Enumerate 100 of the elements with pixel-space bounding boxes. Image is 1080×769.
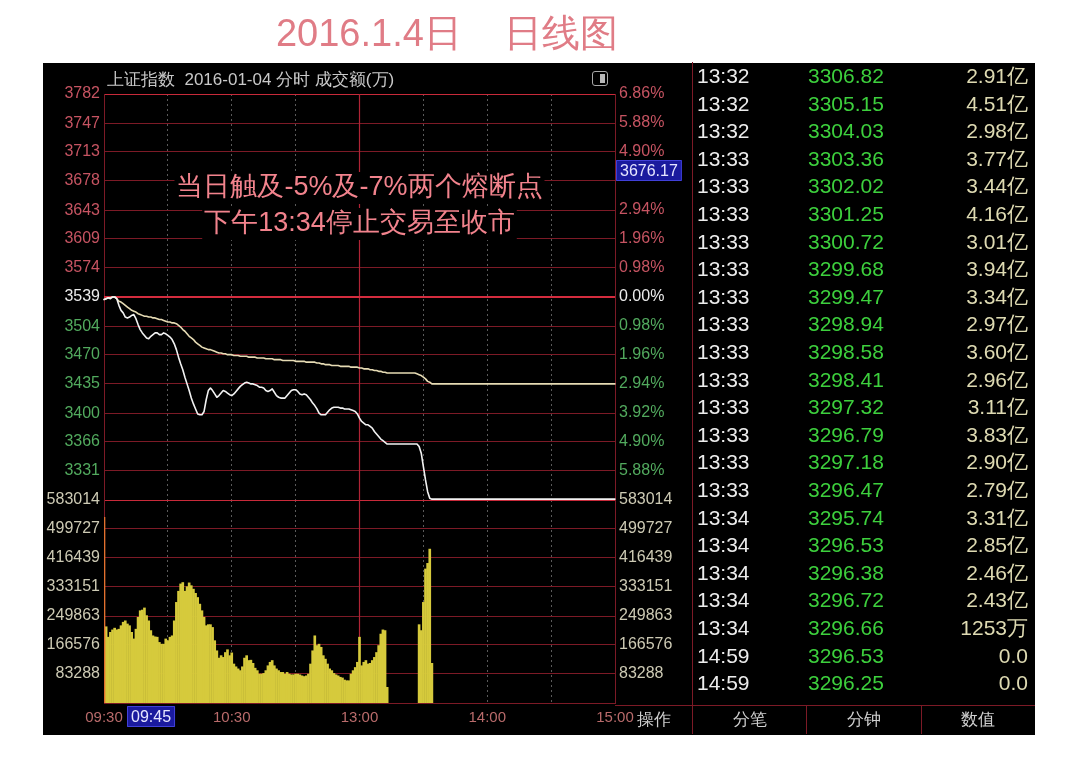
text: 3.83亿 [966,421,1028,448]
text: 09:45 [131,707,172,725]
y-tick-label: 3470 [64,345,101,363]
y2-tick-label: 5.88% [619,113,665,131]
y-tick-label: 3331 [64,461,101,479]
y2-tick-label: 333151 [619,577,673,595]
y-tick-label: 499727 [46,519,101,537]
data-label: 3295.74 [808,504,884,531]
bar [379,633,383,703]
data-label: 3296.47 [808,477,884,503]
category-label: 13:33 [697,201,750,227]
y-tick-label: 3574 [64,258,101,276]
data-label: 3296.72 [808,587,884,614]
data-label: 3296.53 [808,532,884,559]
text: 4.51亿 [966,90,1028,117]
y-tick-label: 3713 [64,142,101,160]
y2-tick-label: 5.88% [619,461,665,479]
y-tick-label: 166576 [46,635,101,653]
y-tick-label: 3539 [64,287,101,305]
bar [358,636,361,703]
text: 3676.17 [620,161,678,179]
y-tick-label: 3435 [64,374,101,392]
category-label: 13:34 [697,559,750,586]
category-label: 13:33 [697,228,750,255]
data-label: 3297.32 [808,394,884,421]
x-tick-label: 15:00 [596,708,634,726]
y-tick-label: 333151 [46,577,101,595]
y2-tick-label: 166576 [619,635,673,653]
category-label: 13:33 [697,366,750,393]
text: 2.97亿 [966,311,1028,338]
data-label: 3298.94 [808,311,884,338]
text: 2.90亿 [966,449,1028,476]
text: 3.60亿 [966,339,1028,365]
data-label: 3296.79 [808,421,884,448]
category-label: 13:33 [697,145,750,172]
text: 2.96亿 [966,366,1028,393]
y2-tick-label: 1.96% [619,229,665,247]
text: 3.34亿 [966,283,1028,310]
data-label: 3300.72 [808,228,884,255]
text: 4.16亿 [966,201,1028,227]
y-tick-label: 3400 [64,403,101,421]
y-tick-label: 3643 [64,200,101,218]
category-label: 13:32 [697,90,750,117]
text: 0.0 [998,670,1028,697]
text: 数值 [920,706,1035,734]
text: 2.46亿 [966,559,1028,586]
text: 2.85亿 [966,532,1028,559]
y2-tick-label: 4.90% [619,142,665,160]
annotation: 当日触及-5%及-7%两个熔断点 [176,171,543,202]
y2-tick-label: 2.94% [619,200,665,218]
y-tick-label: 3504 [64,316,101,334]
y2-tick-label: 499727 [619,519,673,537]
data-label: 3299.47 [808,283,884,310]
text: 1253万 [960,615,1028,641]
x-tick-label: 13:00 [340,708,379,726]
data-label: 3301.25 [808,201,884,227]
category-label: 13:34 [697,532,750,559]
bar [313,635,317,703]
data-label: 3296.53 [808,642,884,669]
category-label: 13:34 [697,615,750,641]
y2-tick-label: 3.92% [619,403,665,421]
data-label: 3299.68 [808,256,884,283]
y-tick-label: 83288 [55,664,101,682]
category-label: 13:33 [697,256,750,283]
category-label: 13:33 [697,173,750,200]
text: 3.44亿 [966,173,1028,200]
y-tick-label: 3609 [64,228,101,246]
text: 操作 [636,710,671,729]
category-label: 13:32 [697,118,750,145]
category-label: 13:32 [697,63,750,89]
category-label: 13:33 [697,339,750,365]
text: 3.01亿 [966,228,1028,255]
text: 2.43亿 [966,587,1028,614]
text: 3.94亿 [966,256,1028,283]
data-label: 3303.36 [808,145,884,172]
text: 分笔 [692,706,807,734]
y2-tick-label: 6.86% [619,84,665,102]
text: 3.31亿 [966,504,1028,531]
y2-tick-label: 83288 [619,664,664,682]
text: 2.98亿 [966,118,1028,145]
y2-tick-label: 2.94% [619,374,665,392]
chart-subtitle: 上证指数 2016-01-04 分时 成交额(万) [107,70,395,90]
category-label: 13:34 [697,504,750,531]
category-label: 13:33 [697,449,750,476]
data-label: 3296.25 [808,670,884,697]
text: 3.11亿 [967,394,1028,421]
text: 0.0 [998,642,1028,669]
y2-tick-label: 416439 [619,548,673,566]
category-label: 14:59 [697,670,750,697]
y2-tick-label: 583014 [619,490,673,508]
y-tick-label: 3678 [64,171,101,189]
y2-tick-label: 4.90% [619,432,665,450]
text: 3.77亿 [966,145,1028,172]
category-label: 13:34 [697,587,750,614]
y-tick-label: 3747 [64,113,101,131]
category-label: 13:33 [697,421,750,448]
data-label: 3296.38 [808,559,884,586]
category-label: 13:33 [697,283,750,310]
category-label: 13:33 [697,311,750,338]
annotation: 下午13:34停止交易至收市 [204,207,515,238]
